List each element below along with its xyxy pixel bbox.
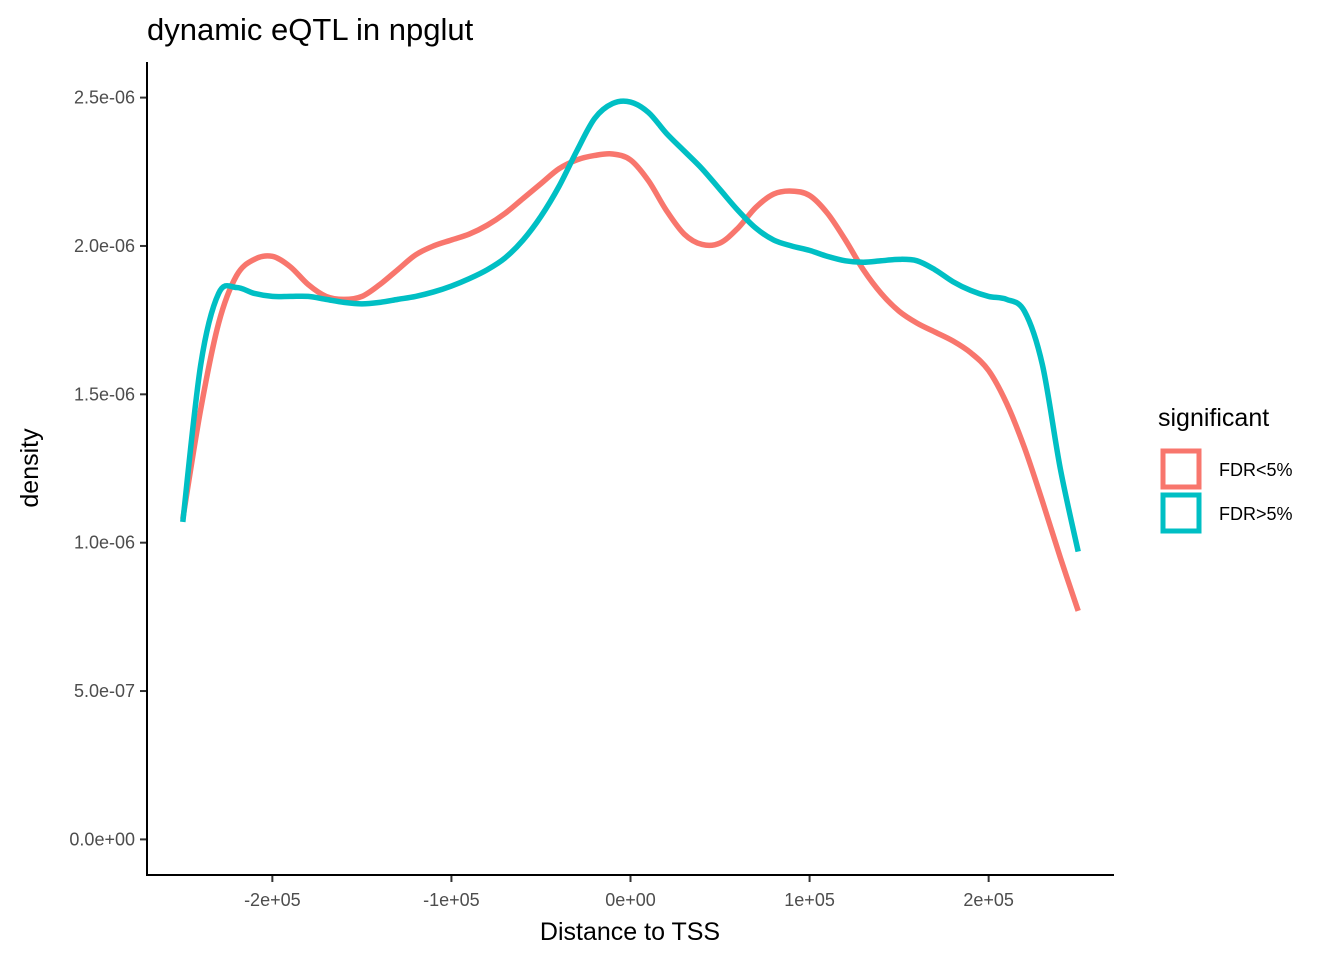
x-tick-label: -2e+05: [244, 890, 301, 910]
x-tick-label: 2e+05: [963, 890, 1014, 910]
y-axis-title: density: [16, 428, 44, 508]
legend-label: FDR>5%: [1219, 504, 1293, 524]
x-axis-title: Distance to TSS: [540, 918, 720, 946]
series-line-fdr-above-5: [180, 98, 1081, 553]
x-tick-label: 0e+00: [605, 890, 656, 910]
y-tick-label: 5.0e-07: [74, 681, 135, 701]
x-tick-label: -1e+05: [423, 890, 480, 910]
y-tick-label: 1.0e-06: [74, 533, 135, 553]
y-axis-ticks: 0.0e+00 5.0e-07 1.0e-06 1.5e-06 2.0e-06 2.5e-…: [69, 88, 147, 849]
y-tick-label: 1.5e-06: [74, 384, 135, 404]
y-tick-label: 2.5e-06: [74, 88, 135, 108]
y-tick-label: 2.0e-06: [74, 236, 135, 256]
legend-key: [1160, 492, 1202, 534]
chart-title: dynamic eQTL in npglut: [147, 12, 474, 47]
legend: significant FDR<5% FDR>5%: [1158, 404, 1293, 534]
series-line-fdr-below-5: [180, 151, 1081, 612]
y-tick-label: 0.0e+00: [69, 829, 135, 849]
x-axis-ticks: -2e+05 -1e+05 0e+00 1e+05 2e+05: [244, 875, 1014, 910]
legend-title: significant: [1158, 404, 1269, 432]
legend-key: [1160, 448, 1202, 490]
series-lines: [180, 98, 1081, 612]
x-tick-label: 1e+05: [784, 890, 835, 910]
legend-label: FDR<5%: [1219, 460, 1293, 480]
